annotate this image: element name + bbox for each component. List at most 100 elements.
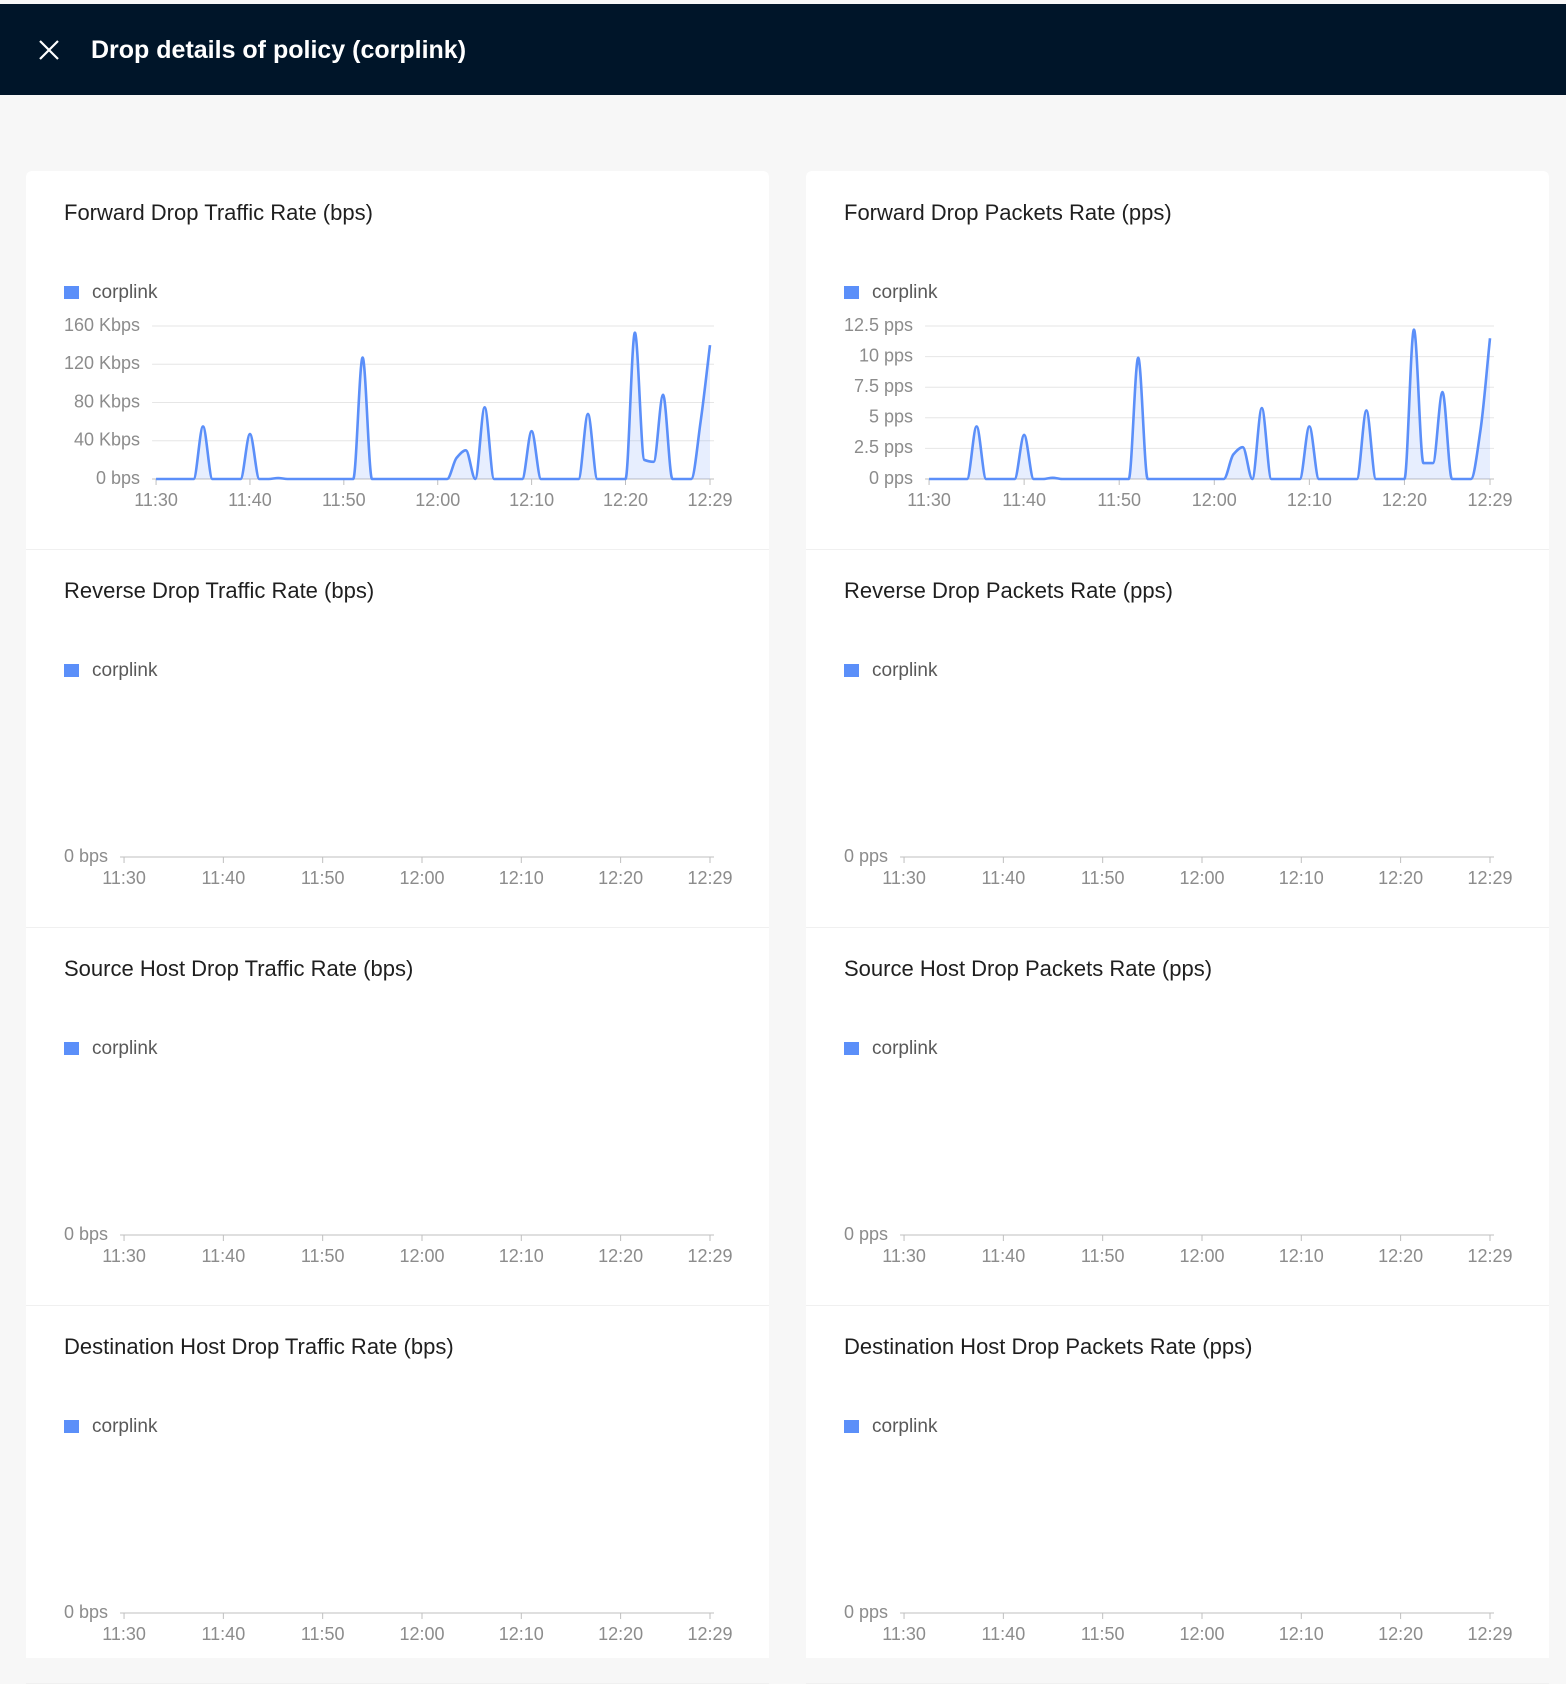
- chart-panel: Destination Host Drop Traffic Rate (bps)…: [26, 1305, 769, 1684]
- legend-label: corplink: [872, 282, 938, 303]
- legend-label: corplink: [872, 1038, 938, 1059]
- y-tick-label: 0 pps: [844, 1224, 888, 1244]
- chart-title: Destination Host Drop Packets Rate (pps): [844, 1334, 1252, 1359]
- chart-title: Destination Host Drop Traffic Rate (bps): [64, 1334, 454, 1359]
- y-tick-label: 0 bps: [64, 1224, 108, 1244]
- x-tick-label: 12:10: [1279, 1246, 1324, 1266]
- y-tick-label: 2.5 pps: [854, 437, 913, 457]
- line: [929, 328, 1492, 481]
- x-tick-label: 11:30: [102, 1246, 146, 1266]
- y-tick-label: 0 pps: [844, 1602, 888, 1622]
- legend-marker: [64, 286, 79, 299]
- x-tick-label: 11:50: [301, 1246, 345, 1266]
- x-tick-label: 12:00: [399, 1246, 444, 1266]
- legend-label: corplink: [92, 660, 158, 681]
- x-tick-label: 11:50: [1081, 1246, 1125, 1266]
- legend-marker: [844, 664, 859, 677]
- x-tick-label: 11:40: [982, 868, 1026, 888]
- chart-title: Reverse Drop Packets Rate (pps): [844, 578, 1173, 603]
- x-tick-label: 12:00: [1179, 1246, 1224, 1266]
- chart-panel: Source Host Drop Packets Rate (pps) corpl…: [806, 927, 1549, 1306]
- chart-panel: Reverse Drop Traffic Rate (bps) corplink 0…: [26, 549, 769, 928]
- x-tick-label: 11:50: [322, 490, 366, 510]
- x-tick-label: 11:40: [1002, 490, 1046, 510]
- legend-marker: [64, 1042, 79, 1055]
- legend-label: corplink: [872, 1416, 938, 1437]
- chart-title: Reverse Drop Traffic Rate (bps): [64, 578, 374, 603]
- x-tick-label: 12:00: [1179, 868, 1224, 888]
- x-tick-label: 11:40: [982, 1624, 1026, 1644]
- x-tick-label: 12:20: [1378, 1624, 1423, 1644]
- header: Drop details of policy (corplink): [0, 4, 1566, 95]
- legend-label: corplink: [872, 660, 938, 681]
- x-tick-label: 12:10: [1279, 868, 1324, 888]
- chart-title: Source Host Drop Packets Rate (pps): [844, 956, 1212, 981]
- x-tick-label: 11:50: [1081, 1624, 1125, 1644]
- legend-label: corplink: [92, 282, 158, 303]
- chart: Destination Host Drop Traffic Rate (bps)…: [64, 1334, 733, 1644]
- x-tick-label: 11:30: [907, 490, 951, 510]
- chart: Source Host Drop Traffic Rate (bps) corpl…: [64, 956, 733, 1266]
- x-tick-label: 11:50: [301, 868, 345, 888]
- x-tick-label: 11:40: [202, 1624, 246, 1644]
- y-tick-label: 160 Kbps: [64, 315, 140, 335]
- x-tick-label: 12:29: [687, 490, 732, 510]
- y-tick-label: 120 Kbps: [64, 353, 140, 373]
- chart: Forward Drop Traffic Rate (bps) corplink 0…: [64, 200, 733, 510]
- y-tick-label: 5 pps: [869, 407, 913, 427]
- y-tick-label: 0 bps: [96, 468, 140, 488]
- close-button[interactable]: [38, 39, 60, 61]
- x-tick-label: 12:20: [1382, 490, 1427, 510]
- y-tick-label: 40 Kbps: [74, 430, 140, 450]
- x-tick-label: 11:30: [102, 1624, 146, 1644]
- chart: Reverse Drop Traffic Rate (bps) corplink 0…: [64, 578, 733, 888]
- chart: Source Host Drop Packets Rate (pps) corpl…: [844, 956, 1513, 1266]
- x-tick-label: 12:10: [1287, 490, 1332, 510]
- x-tick-label: 12:00: [399, 868, 444, 888]
- x-tick-label: 11:50: [301, 1624, 345, 1644]
- y-tick-label: 0 pps: [844, 846, 888, 866]
- area: [156, 332, 710, 479]
- x-tick-label: 12:10: [499, 1624, 544, 1644]
- x-tick-label: 12:00: [1192, 490, 1237, 510]
- x-tick-label: 12:20: [598, 1624, 643, 1644]
- x-tick-label: 12:29: [1467, 868, 1512, 888]
- y-tick-label: 10 pps: [859, 345, 913, 365]
- y-tick-label: 12.5 pps: [844, 315, 913, 335]
- chart-panel: Reverse Drop Packets Rate (pps) corplink 0…: [806, 549, 1549, 928]
- x-tick-label: 12:20: [603, 490, 648, 510]
- y-tick-label: 0 bps: [64, 1602, 108, 1622]
- legend-label: corplink: [92, 1038, 158, 1059]
- x-tick-label: 12:29: [1467, 490, 1512, 510]
- x-tick-label: 12:00: [399, 1624, 444, 1644]
- legend-marker: [844, 286, 859, 299]
- legend-marker: [844, 1042, 859, 1055]
- y-tick-label: 0 bps: [64, 846, 108, 866]
- x-tick-label: 12:00: [415, 490, 460, 510]
- x-tick-label: 12:10: [509, 490, 554, 510]
- x-tick-label: 12:29: [1467, 1624, 1512, 1644]
- legend-label: corplink: [92, 1416, 158, 1437]
- area: [929, 329, 1490, 479]
- x-tick-label: 11:30: [882, 1624, 926, 1644]
- y-tick-label: 80 Kbps: [74, 391, 140, 411]
- chart-panel: Source Host Drop Traffic Rate (bps) corpl…: [26, 927, 769, 1306]
- column: Forward Drop Packets Rate (pps) corplink 0…: [806, 171, 1549, 1684]
- header-title: Drop details of policy (corplink): [91, 36, 467, 64]
- legend-marker: [64, 664, 79, 677]
- x-tick-label: 11:50: [1081, 868, 1125, 888]
- chart-title: Forward Drop Packets Rate (pps): [844, 200, 1172, 225]
- x-tick-label: 12:10: [499, 1246, 544, 1266]
- x-tick-label: 12:29: [1467, 1246, 1512, 1266]
- x-tick-label: 11:40: [202, 1246, 246, 1266]
- x-tick-label: 12:20: [1378, 1246, 1423, 1266]
- y-tick-label: 0 pps: [869, 468, 913, 488]
- x-tick-label: 11:30: [882, 868, 926, 888]
- x-tick-label: 12:29: [687, 1246, 732, 1266]
- y-tick-label: 7.5 pps: [854, 376, 913, 396]
- x-tick-label: 12:00: [1179, 1624, 1224, 1644]
- x-tick-label: 11:30: [882, 1246, 926, 1266]
- chart: Reverse Drop Packets Rate (pps) corplink 0…: [844, 578, 1513, 888]
- x-tick-label: 12:20: [598, 868, 643, 888]
